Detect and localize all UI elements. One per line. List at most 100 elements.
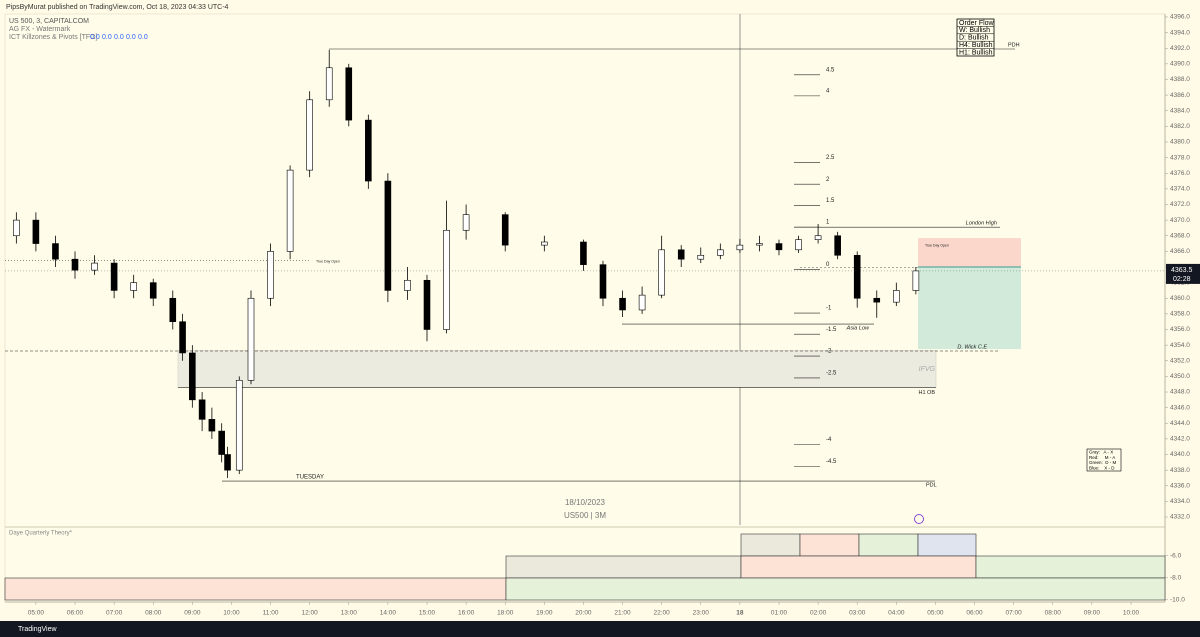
x-tick-label: 16:00 [458,610,475,617]
candle-body [149,282,157,299]
quarter-box [858,533,919,557]
candle-body [756,243,763,246]
y-tick-label: 4360.0 [1170,295,1190,302]
watermark-date: 18/10/2023 [565,498,606,507]
quarter-box [975,555,1166,579]
event-icon[interactable] [914,514,924,524]
x-tick-label: 06:00 [966,610,983,617]
annotation-label: True Day Open [925,244,949,248]
candle-body [208,419,216,432]
y-tick-label: 4356.0 [1170,326,1190,333]
candle-body [365,119,372,182]
order-flow-row: Order Flow [959,20,995,27]
candle-body [13,219,20,237]
candle-body [912,270,920,291]
candle-body [52,243,59,260]
quarter-box [799,533,860,557]
candle-body [853,254,861,299]
candle-body [267,251,274,299]
y-tick-label: 4336.0 [1170,482,1190,489]
y-tick-label: 4390.0 [1170,61,1190,68]
level-label: 2.5 [826,155,835,161]
footer-brand: TradingView [18,626,57,633]
order-flow-row: H1: Bullish [959,49,993,56]
y-tick-label: 4370.0 [1170,217,1190,224]
symbol-line: US 500, 3, CAPITALCOM [9,18,89,25]
quarter-box [505,555,742,579]
y-tick-label: 4376.0 [1170,170,1190,177]
candle-body [599,264,607,299]
fvg-box [177,350,937,388]
x-tick-label: 13:00 [341,610,358,617]
x-tick-label: 18 [736,610,744,617]
order-flow-row: D: Bullish [959,35,989,42]
color-legend-row: Blue: X - D [1089,465,1115,470]
indicator-value: 0.0 [102,34,112,41]
quarter-box [917,533,977,557]
target-zone [918,266,1021,350]
candle-body [384,180,392,291]
y-tick-label: 4392.0 [1170,45,1190,52]
color-legend-row: Green: D - M [1089,460,1117,465]
level-label: -1 [826,306,832,312]
candle-body [580,241,587,265]
level-label: 4 [826,88,830,94]
y-tick-label: 4358.0 [1170,311,1190,318]
x-tick-label: 21:00 [614,610,631,617]
candle-body [247,297,255,381]
candle-body [130,282,137,291]
x-tick-label: 11:00 [263,610,279,617]
day-label: TUESDAY [296,475,324,481]
candle-body [775,243,783,251]
y-tick-label: 4340.0 [1170,451,1190,458]
header-text: PipsByMurat published on TradingView.com… [6,4,229,11]
candle-body [286,169,294,252]
lower-pane-boxes [4,533,1166,601]
candle-body [306,99,313,171]
y-tick-label: 4332.0 [1170,514,1190,521]
level-label: -4.5 [826,459,837,465]
y-tick-label: 4374.0 [1170,186,1190,193]
quarter-box [4,577,507,601]
candle-body [345,67,353,121]
candle-body [501,214,509,246]
indicator-value: 0.0 [114,34,124,41]
level-label: 0 [826,262,830,268]
x-tick-label: 08:00 [1045,610,1062,617]
x-tick-label: 10:00 [1123,610,1140,617]
countdown-label: 02:28 [1173,276,1191,283]
annotation-label: True Day Open [316,260,340,264]
candle-body [834,235,841,256]
y-tick-label: 4366.0 [1170,248,1190,255]
candle-body [169,297,177,322]
level-label: 1.5 [826,198,835,204]
candle-body [619,297,626,311]
annotation-label: London High [966,221,997,227]
candle-body [179,321,186,354]
candle-body [198,399,206,420]
quarter-box [740,555,977,579]
x-tick-label: 10:00 [223,610,240,617]
y-tick-label: 4388.0 [1170,76,1190,83]
x-tick-label: 18:00 [497,610,514,617]
x-tick-label: 22:00 [654,610,671,617]
candle-body [218,430,225,455]
candle-body [32,219,40,244]
x-tick-label: 04:00 [888,610,905,617]
candle-body [717,249,724,256]
footer-bar [0,621,1200,637]
candle-body [873,297,881,303]
annotation-label: H1 OB [918,390,935,396]
candle-body [814,235,822,240]
order-flow-box [956,18,995,57]
candle-body [677,249,685,260]
candle-body [325,67,333,101]
x-tick-label: 20:00 [575,610,592,617]
annotation-label: PDL [926,483,937,489]
y-tick-label: 4382.0 [1170,123,1190,130]
level-label: -1.5 [826,327,837,333]
color-legend-row: Red: M - A [1089,455,1115,460]
level-label: -2 [826,349,832,355]
candle-body [795,239,802,251]
